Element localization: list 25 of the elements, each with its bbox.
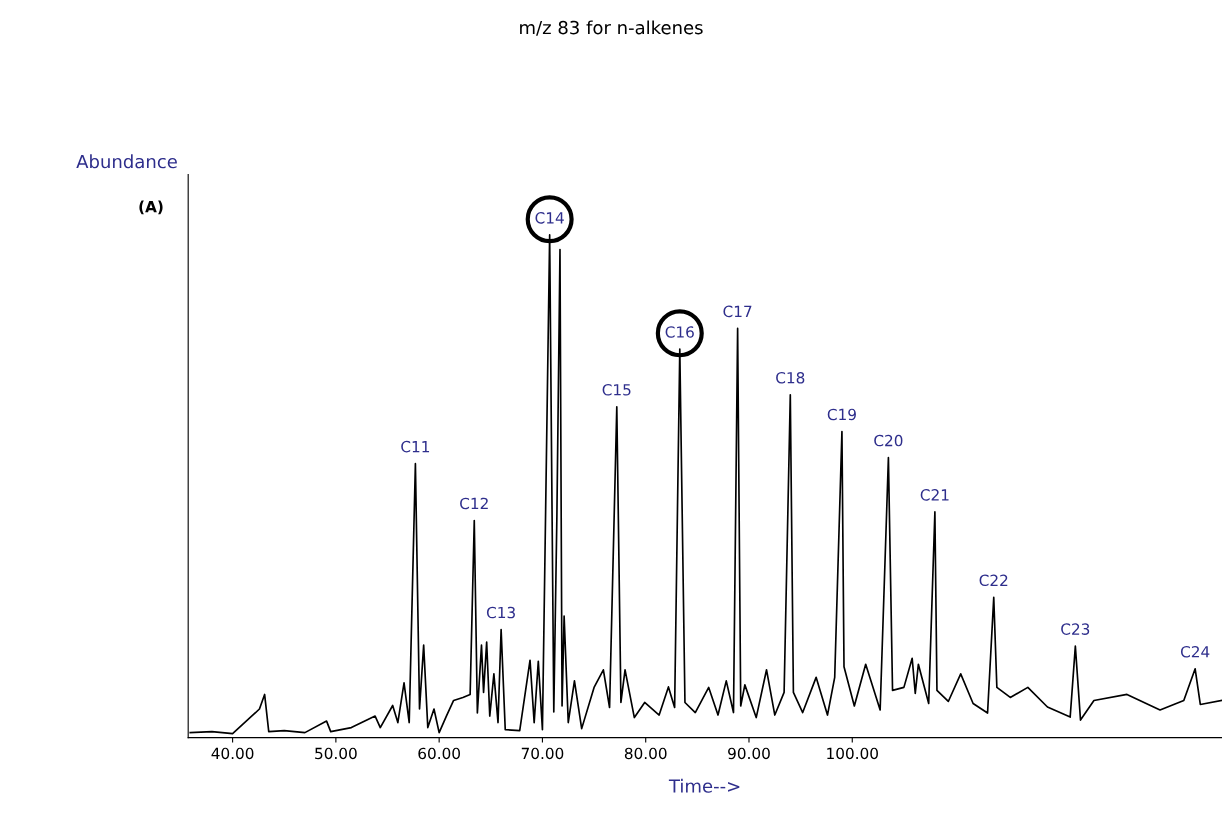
x-tick-label: 50.00 [315, 747, 357, 760]
annotation: C23 [1061, 623, 1090, 635]
annotation: C11 [401, 440, 430, 453]
x-tick-label: 40.00 [211, 747, 254, 760]
annotation: C22 [979, 574, 1008, 587]
annotation: C17 [723, 305, 752, 318]
text: (A) [139, 200, 163, 215]
x-tick-label: 80.00 [624, 747, 667, 760]
annotation: C15 [602, 384, 631, 396]
annotation: C18 [776, 371, 805, 384]
annotation: C19 [827, 408, 856, 421]
annotation: C14 [535, 212, 564, 224]
x-tick-label: 60.00 [418, 747, 461, 760]
annotation: C12 [460, 497, 488, 510]
chart-title: m/z 83 for n-alkenes [520, 20, 703, 36]
x-tick-label: 100.00 [827, 747, 878, 760]
annotation: C24 [1180, 645, 1210, 658]
x-tick-label: 90.00 [728, 747, 770, 760]
x-tick-label: 70.00 [521, 747, 564, 760]
annotation: C20 [874, 434, 903, 447]
y-axis-title: Abundance [76, 154, 177, 169]
annotation: C21 [920, 489, 949, 501]
annotation: C16 [665, 326, 694, 338]
annotation: C13 [486, 606, 515, 619]
x-axis-title: Time--> [668, 778, 740, 793]
